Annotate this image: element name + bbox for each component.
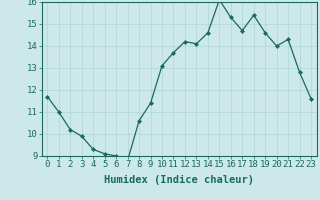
X-axis label: Humidex (Indice chaleur): Humidex (Indice chaleur) xyxy=(104,175,254,185)
